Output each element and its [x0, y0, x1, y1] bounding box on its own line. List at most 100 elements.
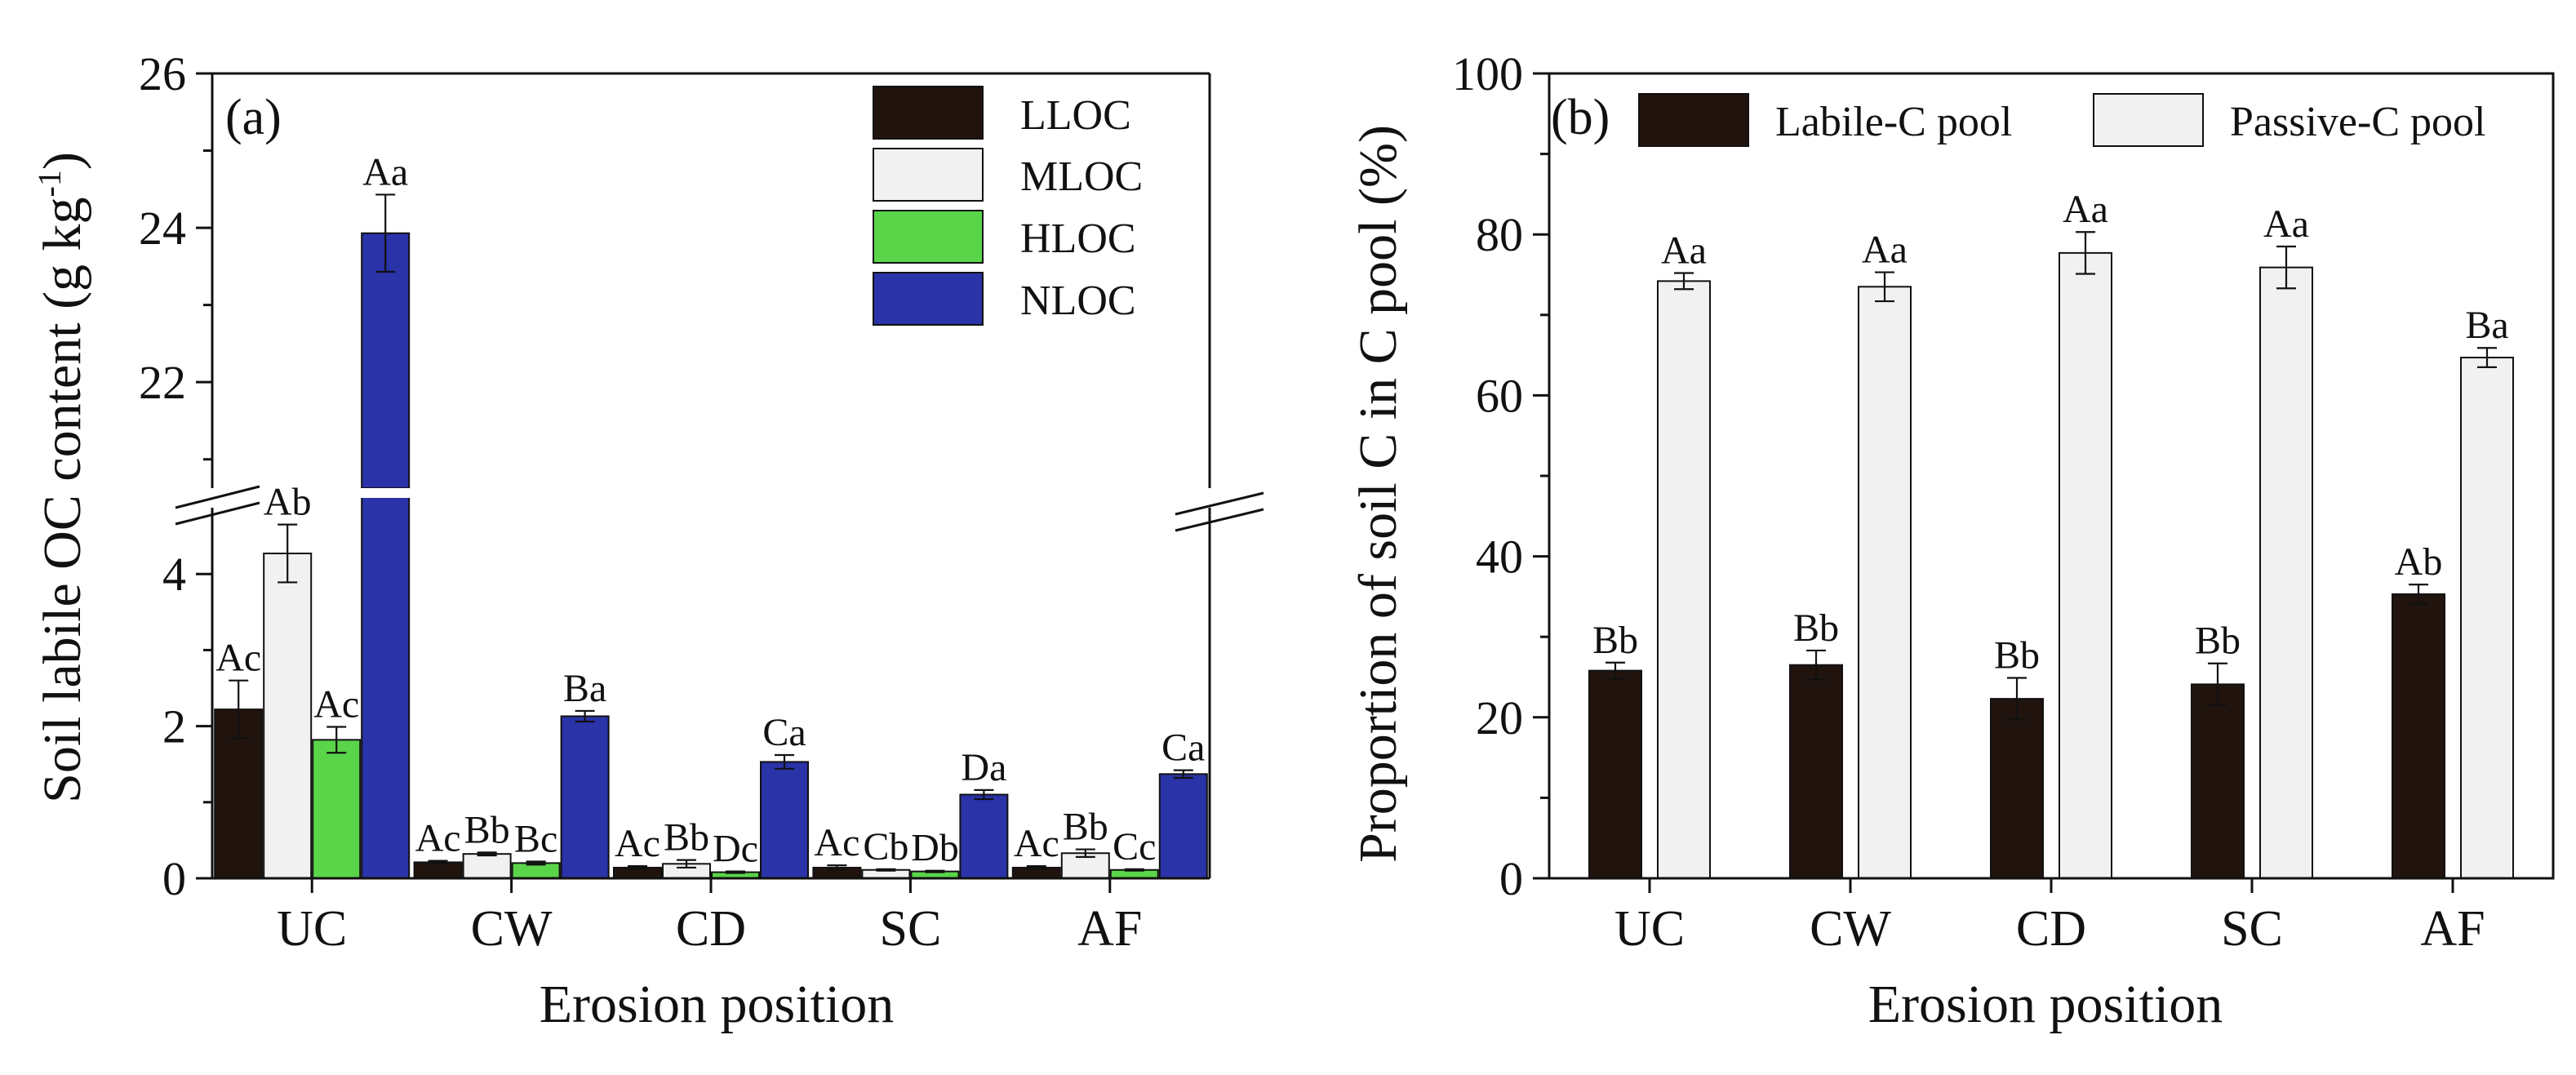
x-tick-label-a-uc: UC	[277, 901, 347, 957]
panel-a-error-bars	[229, 193, 1193, 874]
bar-b-passive-c-pool-sc	[2259, 266, 2313, 880]
y-tick-label-b-0: 0	[1499, 852, 1523, 905]
bar-a-hloc-uc	[312, 739, 362, 879]
error-bar-a-mloc-cd	[677, 859, 696, 869]
legend-swatch-passive-c-pool	[2093, 93, 2204, 147]
bar-b-labile-c-pool-cw	[1789, 664, 1843, 880]
panel-a-y-axis-title-superscript: -1	[31, 170, 68, 197]
sig-label-a-lloc-uc: Ac	[215, 637, 261, 680]
bar-a-nloc-cw	[560, 715, 610, 880]
legend-label-lloc: LLOC	[1020, 92, 1131, 139]
bar-b-labile-c-pool-cd	[1990, 698, 2044, 880]
error-bar-b-passive-c-pool-cw	[1875, 271, 1894, 303]
panel-b-legend: Labile-C pool Passive-C pool	[1638, 93, 2485, 147]
sig-label-a-nloc-sc: Da	[961, 746, 1006, 789]
y-tick-label-a-2: 2	[162, 700, 186, 753]
error-bar-b-labile-c-pool-uc	[1606, 661, 1625, 680]
error-bar-b-labile-c-pool-cd	[2007, 677, 2027, 721]
sig-label-a-mloc-sc: Cb	[863, 825, 908, 868]
legend-label-nloc: NLOC	[1020, 278, 1136, 324]
x-tick-label-a-cw: CW	[471, 901, 553, 957]
sig-label-a-nloc-uc: Aa	[362, 150, 408, 193]
bar-break-gap-a-nloc-uc	[360, 488, 411, 498]
panel-b-significance-labels: Bb Bb Bb Bb Ab Aa Aa Aa Aa Ba	[1592, 188, 2509, 677]
y-tick-label-a-24: 24	[139, 202, 186, 255]
y-tick-label-a-0: 0	[162, 852, 186, 905]
panel-b-y-axis-title: Proportion of soil C in C pool (%)	[1348, 125, 1408, 863]
panel-b-bars	[1588, 251, 2514, 880]
panel-b-axes-frame	[1548, 72, 2555, 880]
sig-label-a-mloc-uc: Ab	[264, 481, 312, 524]
panel-a-y-axis-title-end: )	[33, 152, 92, 170]
panel-b-y-ticks: 0 20 40 60 80 100	[1452, 47, 1549, 905]
error-bar-b-passive-c-pool-uc	[1674, 272, 1694, 291]
y-tick-label-a-4: 4	[162, 548, 186, 601]
sig-label-a-nloc-cd: Ca	[762, 711, 806, 754]
error-bar-a-mloc-af	[1075, 848, 1095, 858]
y-tick-label-b-40: 40	[1476, 531, 1523, 584]
panel-a-bars	[214, 232, 1208, 880]
sig-label-a-mloc-af: Bb	[1063, 806, 1108, 849]
sig-label-a-hloc-af: Cc	[1113, 825, 1156, 868]
x-tick-label-b-sc: SC	[2221, 901, 2283, 957]
x-tick-label-b-cd: CD	[2016, 901, 2086, 957]
legend-swatch-hloc	[873, 210, 984, 264]
y-tick-label-b-20: 20	[1476, 691, 1523, 744]
error-bar-a-lloc-uc	[229, 679, 249, 740]
sig-label-a-nloc-af: Ca	[1161, 726, 1205, 770]
error-bar-a-nloc-cd	[775, 753, 794, 770]
panel-b-label: (b)	[1551, 90, 1610, 145]
y-tick-label-b-60: 60	[1476, 369, 1523, 422]
panel-a-x-axis-title: Erosion position	[540, 975, 895, 1034]
legend-swatch-nloc	[873, 272, 984, 326]
error-bar-a-hloc-uc	[326, 726, 347, 754]
bar-a-mloc-cw	[462, 853, 512, 880]
error-bar-a-lloc-af	[1026, 864, 1046, 870]
panel-a-label: (a)	[225, 90, 282, 145]
sig-label-a-mloc-cd: Bb	[664, 816, 709, 860]
legend-swatch-lloc	[873, 86, 984, 140]
sig-label-b-labile-c-pool-sc: Bb	[2195, 620, 2241, 663]
sig-label-a-hloc-cd: Dc	[713, 828, 758, 871]
sig-label-b-labile-c-pool-af: Ab	[2395, 540, 2443, 584]
legend-label-hloc: HLOC	[1020, 215, 1136, 262]
legend-label-passive-c-pool: Passive-C pool	[2230, 99, 2485, 145]
bar-b-passive-c-pool-af	[2460, 357, 2514, 880]
sig-label-b-labile-c-pool-uc: Bb	[1592, 619, 1638, 662]
legend-label-mloc: MLOC	[1020, 153, 1143, 200]
sig-label-a-lloc-af: Ac	[1014, 822, 1059, 865]
bar-b-passive-c-pool-cd	[2059, 251, 2112, 879]
sig-label-a-lloc-sc: Ac	[814, 821, 859, 864]
panel-a-axis-break-left	[175, 485, 260, 526]
x-tick-label-b-cw: CW	[1810, 901, 1891, 957]
error-bar-a-nloc-sc	[974, 788, 994, 801]
bar-b-passive-c-pool-cw	[1858, 286, 1912, 880]
sig-label-b-passive-c-pool-cd: Aa	[2063, 188, 2108, 231]
bar-a-nloc-sc	[959, 793, 1009, 879]
sig-label-a-hloc-uc: Ac	[313, 683, 359, 726]
sig-label-b-labile-c-pool-cd: Bb	[1994, 633, 2040, 677]
bar-b-passive-c-pool-uc	[1657, 280, 1711, 879]
sig-label-b-passive-c-pool-sc: Aa	[2263, 202, 2309, 246]
bar-a-nloc-uc-lower	[361, 487, 411, 879]
error-bar-a-lloc-cw	[428, 860, 448, 865]
sig-label-b-passive-c-pool-cw: Aa	[1862, 229, 1908, 272]
error-bar-b-passive-c-pool-sc	[2276, 245, 2296, 290]
panel-b: Bb Bb Bb Bb Ab Aa Aa Aa Aa Ba 0 20 40 60 80 100 UC CW CD…	[1348, 47, 2555, 1034]
bar-b-labile-c-pool-sc	[2191, 683, 2245, 880]
error-bar-a-mloc-uc	[278, 523, 298, 584]
sig-label-b-passive-c-pool-af: Ba	[2465, 304, 2508, 347]
panel-b-error-bars	[1606, 231, 2497, 721]
panel-b-x-axis-title: Erosion position	[1868, 975, 2223, 1034]
error-bar-b-labile-c-pool-cw	[1806, 649, 1826, 681]
error-bar-a-lloc-cd	[628, 864, 647, 870]
panel-a-x-ticks: UC CW CD SC AF	[277, 878, 1142, 957]
panel-a-legend: LLOC MLOC HLOC NLOC	[873, 86, 1143, 326]
panel-a-y-axis-title: Soil labile OC content (g kg-1)	[31, 152, 92, 803]
y-tick-label-b-80: 80	[1476, 208, 1523, 261]
bar-b-labile-c-pool-uc	[1588, 669, 1642, 879]
